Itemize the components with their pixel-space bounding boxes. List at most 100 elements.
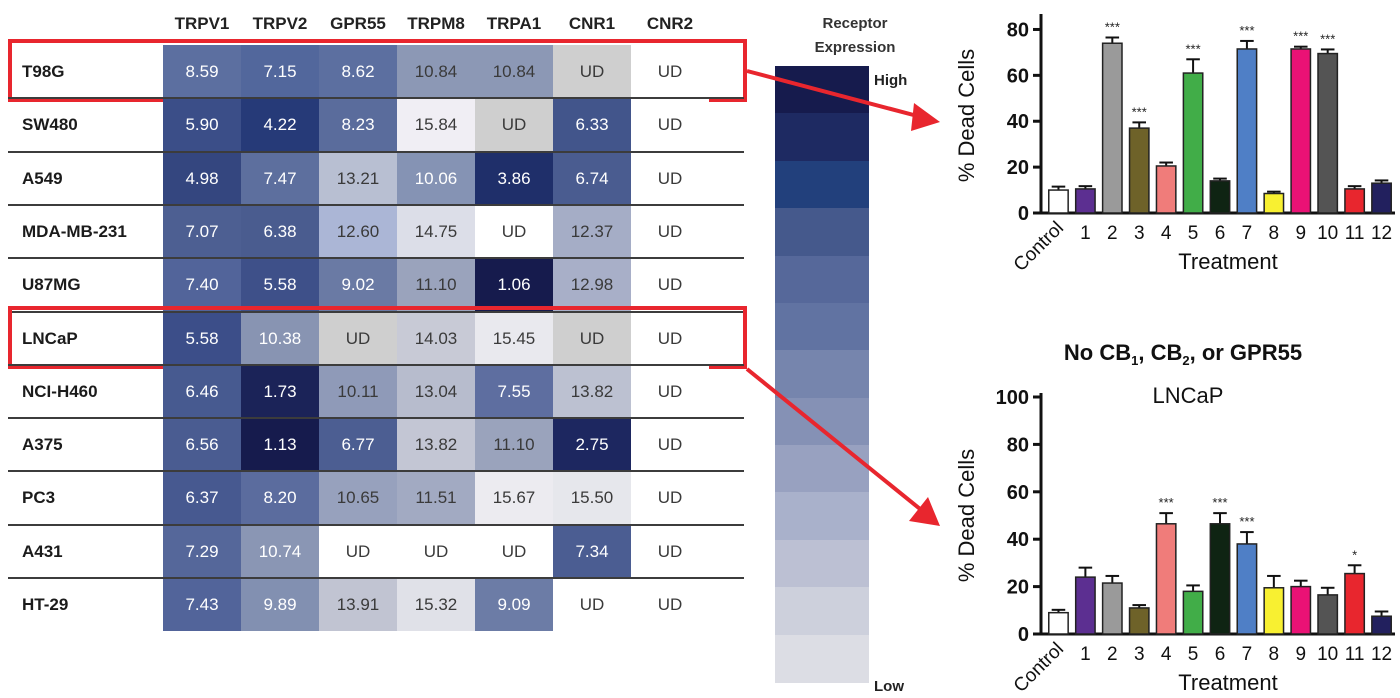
heatmap-cell: UD (631, 471, 709, 525)
arrow-lncap-head (909, 497, 940, 526)
bar (1317, 52, 1339, 214)
x-tick-label: 1 (1080, 644, 1091, 665)
x-tick-label: 2 (1107, 223, 1118, 244)
row-label: T98G (22, 62, 65, 81)
x-tick-label: 7 (1242, 644, 1253, 665)
heatmap-cell: UD (631, 45, 709, 98)
x-tick-label: 6 (1215, 223, 1226, 244)
heatmap-cell: UD (631, 151, 709, 205)
x-tick-label: 5 (1188, 644, 1199, 665)
y-tick-label: 0 (1018, 624, 1029, 646)
heatmap-cell: 15.84 (397, 98, 475, 152)
bar (1155, 523, 1177, 635)
heatmap-cell: 7.29 (163, 524, 241, 578)
heatmap-cell: 11.10 (397, 258, 475, 312)
bar (1209, 180, 1231, 214)
heatmap-cell: 9.89 (241, 578, 319, 631)
row-label: LNCaP (22, 328, 78, 348)
bar (1209, 523, 1231, 635)
arrow-t98g-line (746, 69, 926, 120)
heatmap-cell: 7.55 (475, 364, 553, 418)
heatmap-cell: 10.74 (241, 524, 319, 578)
legend-swatch (775, 350, 869, 399)
bar (1048, 611, 1069, 635)
heatmap-cell: 13.82 (397, 418, 475, 472)
t98g-bar-chart: 0 20 40 60 80 % Dead Cells Control 1 *** 2 *** 3 4 **… (954, 14, 1395, 276)
heatmap-cell: UD (631, 204, 709, 258)
heatmap-cell: 9.02 (319, 258, 397, 312)
bar (1074, 188, 1096, 214)
heatmap-cell: 2.75 (553, 418, 631, 472)
bar (1290, 585, 1312, 635)
heatmap-cell: UD (319, 524, 397, 578)
x-tick-label: 10 (1317, 644, 1338, 665)
x-tick-label: 4 (1161, 644, 1172, 665)
legend-low-label: Low (874, 678, 904, 695)
row-label: SW480 (22, 115, 78, 135)
column-header: TRPV1 (174, 14, 230, 33)
heatmap-cell: UD (631, 524, 709, 578)
column-header: TRPM8 (407, 14, 465, 33)
x-tick-label: 12 (1371, 223, 1392, 244)
heatmap-cell: UD (631, 258, 709, 312)
row-separator (8, 310, 744, 313)
y-tick-label: 60 (1007, 482, 1029, 504)
heatmap-cell: 13.04 (397, 364, 475, 418)
bar (1344, 188, 1366, 214)
heatmap-cell: 15.67 (475, 471, 553, 525)
legend-swatch (775, 634, 869, 683)
arrow-lncap-line (745, 367, 927, 515)
legend-swatch (775, 492, 869, 541)
heatmap-cell: 7.07 (163, 204, 241, 258)
heatmap-cell: 6.74 (553, 151, 631, 205)
heatmap-cell: 10.84 (397, 45, 475, 98)
heatmap-cell: 13.82 (553, 364, 631, 418)
x-tick-label: 3 (1134, 223, 1145, 244)
heatmap-cell: 5.90 (163, 98, 241, 152)
significance-label: *** (1132, 104, 1147, 119)
bar (1344, 572, 1366, 635)
significance-label: *** (1320, 31, 1335, 46)
bar (1182, 590, 1204, 635)
heatmap-cell: 6.46 (163, 364, 241, 418)
heatmap-cell: 4.22 (241, 98, 319, 152)
significance-label: *** (1105, 20, 1120, 35)
receptor-expression-legend: Receptor Expression High Low (770, 0, 910, 698)
arrow-t98g-head (911, 103, 940, 131)
column-header: TRPA1 (486, 14, 542, 33)
x-tick-label: Control (1010, 639, 1068, 697)
x-axis-title: Treatment (1178, 249, 1277, 274)
x-tick-label: Control (1010, 218, 1068, 276)
heatmap-cell: UD (475, 204, 553, 258)
heatmap-cell: UD (631, 578, 709, 631)
significance-label: *** (1212, 495, 1227, 510)
heatmap-cell: 13.21 (319, 151, 397, 205)
heatmap-cell: 15.32 (397, 578, 475, 631)
x-axis-title: Treatment (1178, 670, 1277, 695)
significance-label: * (1352, 547, 1357, 562)
heatmap-cell: 11.10 (475, 418, 553, 472)
heatmap-cell: 12.37 (553, 204, 631, 258)
x-tick-label: 4 (1161, 223, 1172, 244)
heatmap-cell: UD (475, 524, 553, 578)
y-tick-label: 40 (1007, 111, 1029, 133)
bar (1371, 182, 1392, 214)
heatmap-cell: 8.62 (319, 45, 397, 98)
heatmap-cell: 14.75 (397, 204, 475, 258)
heatmap-cell: 1.13 (241, 418, 319, 472)
heatmap-cell: 10.65 (319, 471, 397, 525)
bar (1182, 72, 1204, 214)
bar (1236, 48, 1258, 214)
y-axis-title: % Dead Cells (954, 449, 979, 582)
bar (1074, 576, 1096, 635)
heatmap-cell: 7.34 (553, 524, 631, 578)
legend-swatch (775, 160, 869, 209)
heatmap-cell: 10.11 (319, 364, 397, 418)
heatmap-cell: UD (553, 311, 631, 365)
heatmap-cell: 1.73 (241, 364, 319, 418)
heatmap-cell: 15.45 (475, 311, 553, 365)
significance-label: *** (1293, 29, 1308, 44)
heatmap-cell: 6.77 (319, 418, 397, 472)
row-separator (8, 150, 744, 153)
